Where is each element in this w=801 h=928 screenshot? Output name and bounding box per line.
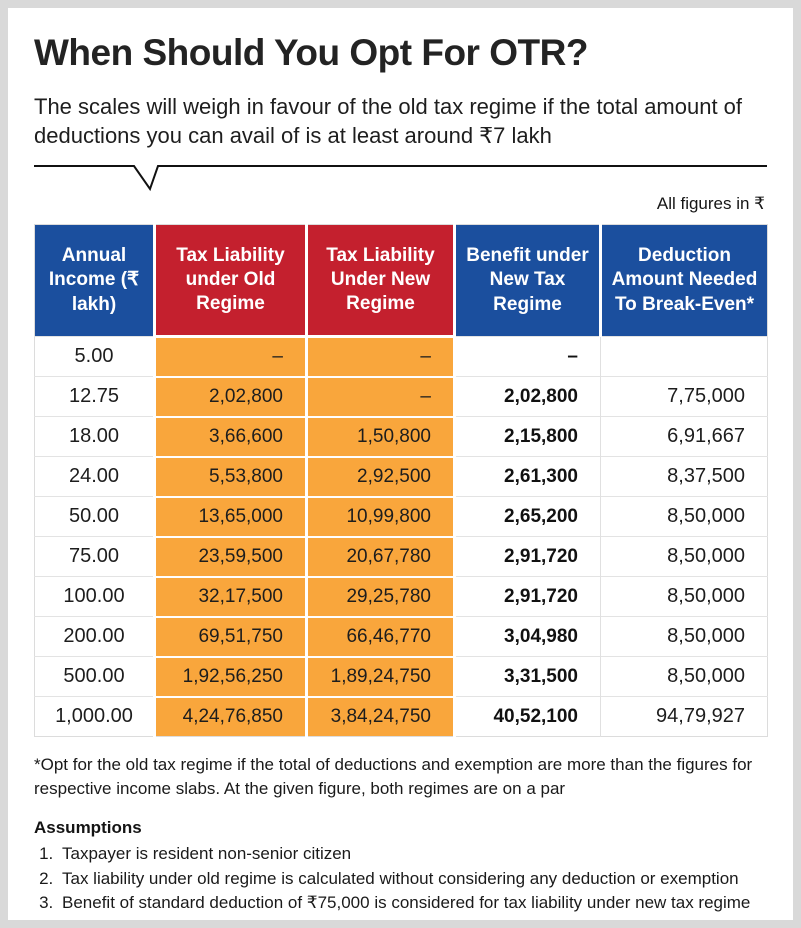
cell-old-regime-tax: 2,02,800 [153,375,307,417]
cell-benefit: 40,52,100 [453,696,601,737]
speech-bubble-divider [34,165,767,192]
cell-breakeven-deduction: 94,79,927 [600,696,768,737]
cell-annual-income: 100.00 [34,576,155,617]
cell-benefit: 2,02,800 [453,376,601,417]
table-header: Annual Income (₹ lakh) Tax Liability und… [34,224,768,337]
cell-benefit: 3,04,980 [453,616,601,657]
cell-annual-income: 24.00 [34,456,155,497]
cell-old-regime-tax: 3,66,600 [153,415,307,457]
assumption-item: Tax liability under old regime is calcul… [58,867,767,892]
cell-old-regime-tax: 69,51,750 [153,615,307,657]
cell-annual-income: 5.00 [34,336,155,377]
footnote-text: *Opt for the old tax regime if the total… [34,755,753,798]
cell-new-regime-tax: 29,25,780 [305,575,455,617]
cell-breakeven-deduction: 8,50,000 [600,536,768,577]
cell-old-regime-tax: 23,59,500 [153,535,307,577]
cell-old-regime-tax: 5,53,800 [153,455,307,497]
cell-old-regime-tax: 32,17,500 [153,575,307,617]
table-row: 75.00 23,59,500 20,67,780 2,91,720 8,50,000 [34,535,768,577]
cell-benefit: 3,31,500 [453,656,601,697]
cell-benefit: – [453,336,601,377]
col-header-annual-income: Annual Income (₹ lakh) [34,224,155,337]
cell-benefit: 2,65,200 [453,496,601,537]
cell-benefit: 2,61,300 [453,456,601,497]
cell-old-regime-tax: 4,24,76,850 [153,695,307,737]
cell-breakeven-deduction: 8,50,000 [600,496,768,537]
assumptions-title: Assumptions [34,817,142,837]
assumption-item: Benefit of standard deduction of ₹75,000… [58,891,767,920]
cell-old-regime-tax: 1,92,56,250 [153,655,307,697]
cell-new-regime-tax: 66,46,770 [305,615,455,657]
table-row: 12.75 2,02,800–2,02,800 7,75,000 [34,375,768,417]
col-header-old-regime: Tax Liability under Old Regime [153,224,307,337]
cell-new-regime-tax: 20,67,780 [305,535,455,577]
subtitle-text: The scales will weigh in favour of the o… [34,94,743,149]
cell-breakeven-deduction: 8,50,000 [600,576,768,617]
cell-breakeven-deduction: 8,37,500 [600,456,768,497]
table-row: 200.00 69,51,750 66,46,770 3,04,980 8,50,000 [34,615,768,657]
cell-breakeven-deduction: 7,75,000 [600,376,768,417]
table-body: 5.00– – –12.75 2,02,800–2,02,800 7,75,000 18.… [34,335,768,737]
cell-annual-income: 75.00 [34,536,155,577]
cell-benefit: 2,15,800 [453,416,601,457]
cell-new-regime-tax: 1,89,24,750 [305,655,455,697]
table-row: 50.00 13,65,000 10,99,800 2,65,200 8,50,000 [34,495,768,537]
cell-breakeven-deduction: 6,91,667 [600,416,768,457]
table-row: 1,000.00 4,24,76,850 3,84,24,750 40,52,100 9… [34,695,768,737]
cell-new-regime-tax: 1,50,800 [305,415,455,457]
cell-breakeven-deduction: 8,50,000 [600,616,768,657]
cell-annual-income: 18.00 [34,416,155,457]
cell-new-regime-tax: – [305,335,455,377]
cell-annual-income: 200.00 [34,616,155,657]
col-header-breakeven: Deduction Amount Needed To Break-Even* [599,224,768,337]
cell-new-regime-tax: 3,84,24,750 [305,695,455,737]
cell-old-regime-tax: – [153,335,307,377]
infographic-page: When Should You Opt For OTR? The scales … [8,8,793,920]
cell-annual-income: 1,000.00 [34,696,155,737]
figures-note: All figures in ₹ [656,194,765,214]
table-row: 500.00 1,92,56,250 1,89,24,750 3,31,500 8,50… [34,655,768,697]
table-row: 24.00 5,53,800 2,92,500 2,61,300 8,37,500 [34,455,768,497]
cell-new-regime-tax: 2,92,500 [305,455,455,497]
page-title: When Should You Opt For OTR? [34,32,588,73]
tax-comparison-table: Annual Income (₹ lakh) Tax Liability und… [34,224,768,738]
cell-new-regime-tax: – [305,375,455,417]
assumptions-section: Assumptions Taxpayer is resident non-sen… [34,818,767,920]
table-row: 100.00 32,17,500 29,25,780 2,91,720 8,50,000 [34,575,768,617]
col-header-new-regime: Tax Liability Under New Regime [305,224,455,337]
cell-breakeven-deduction: 8,50,000 [600,656,768,697]
col-header-benefit: Benefit under New Tax Regime [453,224,601,337]
cell-old-regime-tax: 13,65,000 [153,495,307,537]
cell-benefit: 2,91,720 [453,576,601,617]
table-row: 18.00 3,66,600 1,50,800 2,15,800 6,91,667 [34,415,768,457]
assumption-item: Taxpayer is resident non-senior citizen [58,842,767,867]
cell-new-regime-tax: 10,99,800 [305,495,455,537]
cell-benefit: 2,91,720 [453,536,601,577]
assumptions-list: Taxpayer is resident non-senior citizenT… [34,842,767,920]
cell-annual-income: 500.00 [34,656,155,697]
cell-annual-income: 50.00 [34,496,155,537]
table-row: 5.00– – – [34,335,768,377]
cell-annual-income: 12.75 [34,376,155,417]
cell-breakeven-deduction [600,336,768,377]
